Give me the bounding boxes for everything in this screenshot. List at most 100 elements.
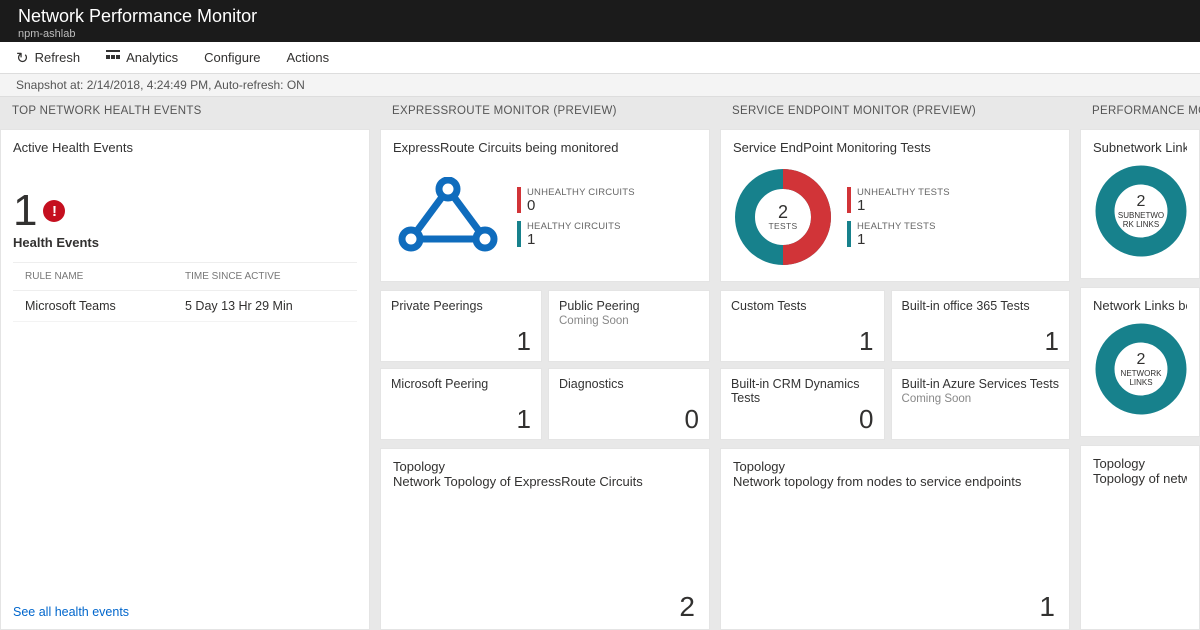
topology-title: Topology	[1093, 456, 1187, 471]
ep-unhealthy-label: UNHEALTHY TESTS	[857, 187, 950, 198]
netlinks-card-title: Network Links being monitored	[1093, 298, 1187, 313]
tests-donut-chart: 2 TESTS	[733, 167, 833, 267]
app-title: Network Performance Monitor	[18, 6, 1182, 27]
topology-sub: Network Topology of ExpressRoute Circuit…	[393, 474, 697, 489]
health-rule-table: RULE NAME TIME SINCE ACTIVE Microsoft Te…	[13, 262, 357, 322]
analytics-button[interactable]: Analytics	[106, 50, 178, 65]
tile-crm-tests[interactable]: Built-in CRM Dynamics Tests 0	[720, 368, 885, 440]
refresh-icon: ↻	[16, 49, 29, 67]
er-unhealthy-label: UNHEALTHY CIRCUITS	[527, 187, 635, 198]
health-count-label: Health Events	[13, 235, 357, 250]
perf-section-title: PERFORMANCE MONITOR	[1080, 97, 1200, 121]
ep-card-title: Service EndPoint Monitoring Tests	[733, 140, 1057, 155]
ep-unhealthy-value: 1	[857, 198, 950, 213]
topology-sub: Topology of network paths	[1093, 471, 1187, 486]
actions-label: Actions	[287, 50, 330, 65]
er-tiles: Private Peerings 1 Public Peering Coming…	[380, 290, 710, 440]
ep-topology-card[interactable]: Topology Network topology from nodes to …	[720, 448, 1070, 630]
tile-label: Built-in Azure Services Tests	[902, 377, 1059, 391]
expressroute-column: EXPRESSROUTE MONITOR (PREVIEW) ExpressRo…	[380, 97, 710, 630]
unhealthy-marker	[847, 187, 851, 213]
topology-title: Topology	[733, 459, 1057, 474]
snapshot-bar: Snapshot at: 2/14/2018, 4:24:49 PM, Auto…	[0, 74, 1200, 97]
circuit-icon	[393, 177, 503, 257]
tile-value: 1	[1045, 326, 1059, 357]
endpoint-column: SERVICE ENDPOINT MONITOR (PREVIEW) Servi…	[720, 97, 1070, 630]
tile-label: Built-in CRM Dynamics Tests	[731, 377, 874, 405]
alert-icon: !	[43, 200, 65, 222]
topology-title: Topology	[393, 459, 697, 474]
rule-col-name: RULE NAME	[25, 271, 185, 282]
analytics-icon	[106, 50, 120, 65]
tile-sub: Coming Soon	[902, 393, 1059, 405]
er-card-title: ExpressRoute Circuits being monitored	[393, 140, 697, 155]
perf-topology-card[interactable]: Topology Topology of network paths	[1080, 445, 1200, 630]
healthy-marker	[517, 221, 521, 247]
workspace-name: npm-ashlab	[18, 28, 1182, 40]
tile-label: Public Peering	[559, 299, 699, 313]
tile-diagnostics[interactable]: Diagnostics 0	[548, 368, 710, 440]
er-legend: UNHEALTHY CIRCUITS 0 HEALTHY CIRCUITS 1	[517, 187, 635, 247]
subnet-ring: 2 SUBNETWO RK LINKS	[1093, 163, 1189, 259]
table-row[interactable]: Microsoft Teams 5 Day 13 Hr 29 Min	[13, 291, 357, 322]
er-healthy-value: 1	[527, 232, 621, 247]
toolbar: ↻ Refresh Analytics Configure Actions	[0, 42, 1200, 74]
er-healthy-label: HEALTHY CIRCUITS	[527, 221, 621, 232]
health-section-title: TOP NETWORK HEALTH EVENTS	[0, 97, 370, 121]
netlinks-ring: 2 NETWORK LINKS	[1093, 321, 1189, 417]
tile-label: Microsoft Peering	[391, 377, 531, 391]
tile-value: 1	[517, 404, 531, 435]
health-column: TOP NETWORK HEALTH EVENTS Active Health …	[0, 97, 370, 630]
health-card[interactable]: Active Health Events 1 ! Health Events R…	[0, 129, 370, 630]
health-count: 1	[13, 189, 37, 233]
donut-center-num: 2	[778, 203, 788, 221]
ring-label: SUBNETWO RK LINKS	[1116, 211, 1166, 229]
tile-value: 0	[859, 404, 873, 435]
ep-legend: UNHEALTHY TESTS 1 HEALTHY TESTS 1	[847, 187, 950, 247]
app-header: Network Performance Monitor npm-ashlab	[0, 0, 1200, 42]
unhealthy-marker	[517, 187, 521, 213]
configure-label: Configure	[204, 50, 260, 65]
ring-num: 2	[1137, 351, 1146, 369]
ring-num: 2	[1137, 193, 1146, 211]
tile-value: 1	[859, 326, 873, 357]
tile-public-peering[interactable]: Public Peering Coming Soon	[548, 290, 710, 362]
er-topology-card[interactable]: Topology Network Topology of ExpressRout…	[380, 448, 710, 630]
analytics-label: Analytics	[126, 50, 178, 65]
rule-name: Microsoft Teams	[25, 299, 185, 313]
tile-label: Built-in office 365 Tests	[902, 299, 1059, 313]
ep-tests-card[interactable]: Service EndPoint Monitoring Tests 2 TEST…	[720, 129, 1070, 282]
network-links-card[interactable]: Network Links being monitored 2 NETWORK …	[1080, 287, 1200, 437]
donut-center-label: TESTS	[769, 221, 798, 231]
refresh-button[interactable]: ↻ Refresh	[16, 49, 80, 67]
health-card-title: Active Health Events	[13, 140, 357, 155]
er-unhealthy-value: 0	[527, 198, 635, 213]
tile-private-peerings[interactable]: Private Peerings 1	[380, 290, 542, 362]
tile-sub: Coming Soon	[559, 315, 699, 327]
perf-column: PERFORMANCE MONITOR Subnetwork Links bei…	[1080, 97, 1200, 630]
er-section-title: EXPRESSROUTE MONITOR (PREVIEW)	[380, 97, 710, 121]
rule-time: 5 Day 13 Hr 29 Min	[185, 299, 345, 313]
tile-o365-tests[interactable]: Built-in office 365 Tests 1	[891, 290, 1070, 362]
er-circuits-card[interactable]: ExpressRoute Circuits being monitored UN…	[380, 129, 710, 282]
tile-label: Diagnostics	[559, 377, 699, 391]
ep-healthy-value: 1	[857, 232, 936, 247]
healthy-marker	[847, 221, 851, 247]
tile-azure-tests[interactable]: Built-in Azure Services Tests Coming Soo…	[891, 368, 1070, 440]
ep-tiles: Custom Tests 1 Built-in office 365 Tests…	[720, 290, 1070, 440]
subnet-card-title: Subnetwork Links being monitored	[1093, 140, 1187, 155]
see-all-link[interactable]: See all health events	[13, 605, 129, 619]
tile-label: Custom Tests	[731, 299, 874, 313]
tile-label: Private Peerings	[391, 299, 531, 313]
tile-value: 1	[517, 326, 531, 357]
configure-button[interactable]: Configure	[204, 50, 260, 65]
tile-value: 0	[685, 404, 699, 435]
subnet-links-card[interactable]: Subnetwork Links being monitored 2 SUBNE…	[1080, 129, 1200, 279]
ep-section-title: SERVICE ENDPOINT MONITOR (PREVIEW)	[720, 97, 1070, 121]
tile-microsoft-peering[interactable]: Microsoft Peering 1	[380, 368, 542, 440]
rule-col-time: TIME SINCE ACTIVE	[185, 271, 345, 282]
dashboard-grid: TOP NETWORK HEALTH EVENTS Active Health …	[0, 97, 1200, 630]
actions-button[interactable]: Actions	[287, 50, 330, 65]
topology-value: 1	[1039, 591, 1055, 623]
tile-custom-tests[interactable]: Custom Tests 1	[720, 290, 885, 362]
